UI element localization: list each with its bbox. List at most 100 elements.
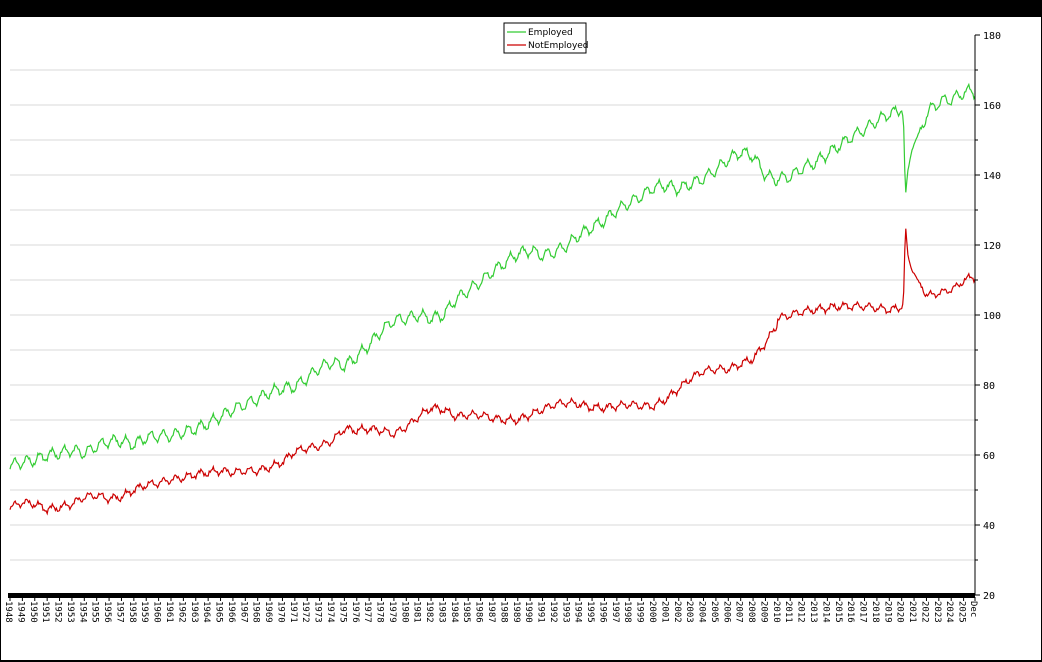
x-tick-label: 1960 <box>152 601 162 623</box>
x-tick-label: 1987 <box>486 601 496 623</box>
x-tick-label: 1952 <box>53 601 63 623</box>
x-tick-label: 2007 <box>734 601 744 623</box>
x-tick-label: 1948 <box>3 601 13 623</box>
y-tick-label: 120 <box>983 241 1001 252</box>
series-line-notemployed <box>9 228 976 516</box>
x-tick-label: 2011 <box>783 601 793 623</box>
x-tick-label: 1961 <box>164 601 174 623</box>
x-tick-label: 2001 <box>659 601 669 623</box>
x-tick-label: 1985 <box>461 601 471 623</box>
x-tick-label: 1962 <box>176 601 186 623</box>
x-tick-label: 1975 <box>337 601 347 623</box>
legend-box <box>503 22 587 54</box>
x-tick-label: 1970 <box>275 601 285 623</box>
x-tick-label: 1965 <box>214 601 224 623</box>
legend-label: Employed <box>528 28 573 38</box>
y-tick-label: 140 <box>983 171 1001 182</box>
x-tick-label: 2009 <box>758 601 768 623</box>
x-tick-label: 1995 <box>585 601 595 623</box>
x-tick-label: 1994 <box>573 601 583 623</box>
series-line-employed <box>9 82 976 471</box>
x-tick-label: 1956 <box>102 601 112 623</box>
x-tick-label: 2023 <box>932 601 942 623</box>
x-tick-label: 1996 <box>597 601 607 623</box>
y-tick-label: 80 <box>983 381 995 392</box>
x-tick-label: 1971 <box>288 601 298 623</box>
y-axis: 20 40 60 80 100 120 140 160 180 <box>974 31 1001 602</box>
x-tick-label: 1957 <box>114 601 124 623</box>
x-tick-label: 1983 <box>436 601 446 623</box>
x-tick-label: 1980 <box>399 601 409 623</box>
x-tick-label: 1993 <box>560 601 570 623</box>
x-tick-label: 2017 <box>858 601 868 623</box>
x-tick-label: 2002 <box>672 601 682 623</box>
y-tick-label: 40 <box>983 521 995 532</box>
gridlines <box>10 69 975 561</box>
x-tick-label: 2000 <box>647 601 657 623</box>
x-tick-label: 1972 <box>300 601 310 623</box>
x-tick-label: 1982 <box>424 601 434 623</box>
x-tick-label: 2016 <box>845 601 855 623</box>
x-tick-label: 1999 <box>635 601 645 623</box>
x-tick-label: 1958 <box>127 601 137 623</box>
x-tick-label: 2015 <box>833 601 843 623</box>
x-tick-label: 1991 <box>536 601 546 623</box>
x-tick-label: 1955 <box>90 601 100 623</box>
x-tick-label: 1997 <box>610 601 620 623</box>
x-axis-band <box>8 593 975 598</box>
legend-label: NotEmployed <box>528 41 589 51</box>
x-tick-label: 1968 <box>251 601 261 623</box>
x-tick-label: 1981 <box>412 601 422 623</box>
x-tick-label: 1969 <box>263 601 273 623</box>
x-tick-label: 2014 <box>820 601 830 623</box>
y-tick-label: 160 <box>983 101 1001 112</box>
x-tick-label: 1976 <box>350 601 360 623</box>
x-tick-label: 1973 <box>313 601 323 623</box>
x-tick-label: 2010 <box>771 601 781 623</box>
y-tick-label: 180 <box>983 31 1001 42</box>
x-tick-label: 1954 <box>77 601 87 623</box>
x-tick-label: 2019 <box>882 601 892 623</box>
x-tick-label: 1951 <box>40 601 50 623</box>
x-tick-label: 1967 <box>238 601 248 623</box>
x-tick-label: 2021 <box>907 601 917 623</box>
x-tick-label: 1990 <box>523 601 533 623</box>
x-tick-label: 2012 <box>796 601 806 623</box>
plot-area <box>1 17 1041 660</box>
x-tick-label: 1974 <box>325 601 335 623</box>
x-tick-label: 1992 <box>548 601 558 623</box>
y-tick-label: 60 <box>983 451 995 462</box>
x-tick-label: 1977 <box>362 601 372 623</box>
x-tick-label: 2025 <box>957 601 967 623</box>
x-tick-label: 2018 <box>870 601 880 623</box>
x-tick-label: 2003 <box>684 601 694 623</box>
x-tick-label: Dec <box>968 601 978 617</box>
x-tick-label: 2006 <box>721 601 731 623</box>
x-tick-label: 1979 <box>387 601 397 623</box>
x-tick-label: 2020 <box>895 601 905 623</box>
x-tick-label: 1964 <box>201 601 211 623</box>
x-tick-label: 2008 <box>746 601 756 623</box>
x-tick-label: 1953 <box>65 601 75 623</box>
y-tick-label: 100 <box>983 311 1001 322</box>
x-tick-label: 2004 <box>697 601 707 623</box>
x-tick-label: 1978 <box>375 601 385 623</box>
legend: Employed NotEmployed <box>503 22 589 54</box>
x-tick-label: 1989 <box>511 601 521 623</box>
x-tick-label: 2022 <box>919 601 929 623</box>
x-tick-label: 1950 <box>28 601 38 623</box>
series-lines <box>9 82 976 516</box>
x-tick-label: 1988 <box>498 601 508 623</box>
x-tick-label: 1963 <box>189 601 199 623</box>
y-tick-label: 20 <box>983 591 995 602</box>
x-tick-label: 1984 <box>449 601 459 623</box>
x-tick-label: 2005 <box>709 601 719 623</box>
x-tick-label: 1966 <box>226 601 236 623</box>
x-axis: 1948 1949 1950 1951 1952 1953 1954 1955 1956 1957… <box>3 593 978 623</box>
x-tick-label: 1949 <box>15 601 25 623</box>
x-tick-label: 1959 <box>139 601 149 623</box>
x-tick-label: 2013 <box>808 601 818 623</box>
x-tick-label: 1998 <box>622 601 632 623</box>
x-tick-label: 2024 <box>944 601 954 623</box>
